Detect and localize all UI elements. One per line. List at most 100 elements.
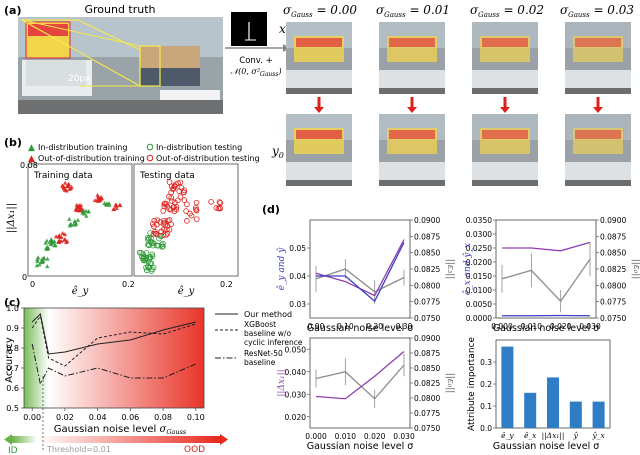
tr-y2label: ||ε₀|| — [631, 259, 640, 280]
svg-text:σGauss = 0.00: σGauss = 0.00 — [283, 3, 357, 19]
training-marker — [49, 237, 54, 242]
svg-text:σGauss = 0.03: σGauss = 0.03 — [560, 3, 634, 19]
bl-y2tick-label: 0.0850 — [414, 364, 440, 373]
importance-bar — [547, 377, 559, 428]
bl-y2label: ||ε₀|| — [445, 373, 455, 394]
br-xtick-label: ê_y — [501, 431, 514, 440]
tr-ylabel: ê_x and ŷ_x — [462, 243, 473, 295]
testing-marker — [193, 216, 200, 222]
thumb-road — [472, 180, 538, 186]
tr-xtick-label: 0.000 — [491, 322, 513, 331]
tr-series-line — [501, 258, 591, 303]
testing-marker — [145, 236, 151, 243]
testing-marker — [157, 219, 163, 225]
testing-marker — [215, 205, 222, 212]
thumbnail-y0-0 — [286, 114, 352, 186]
bl-ytick-label: 0.030 — [285, 390, 307, 399]
b-training-title: Training data — [33, 171, 93, 181]
testing-marker — [146, 235, 152, 242]
ground-truth-title: Ground truth — [84, 3, 155, 16]
training-marker — [62, 237, 67, 242]
bl-y2tick-label: 0.0775 — [414, 409, 440, 418]
importance-bar — [524, 392, 537, 428]
training-marker — [45, 264, 50, 269]
training-marker — [73, 222, 78, 227]
training-marker — [45, 256, 50, 261]
panel-label-d: (d) — [262, 203, 280, 216]
br-xtick-label: ŷ_x — [591, 431, 605, 440]
br-ytick-label: 0.2 — [480, 380, 492, 389]
training-marker — [62, 232, 68, 237]
b-xlabel-training: ê_y — [72, 286, 89, 297]
testing-marker — [184, 201, 190, 208]
testing-marker — [188, 212, 195, 219]
thumbnail-y0-3 — [565, 114, 631, 186]
testing-marker — [166, 179, 173, 185]
thumbnail-x-0 — [286, 22, 352, 94]
d-xlabel-top: Gaussian noise level σ — [307, 323, 414, 334]
panel-c-accuracy-chart: 0.5 0.6 0.7 0.8 0.9 1.0 0.00 0.02 0.04 0.06 0.08 0.… — [6, 304, 204, 422]
tr-y2tick-label: 0.0875 — [600, 232, 626, 241]
bl-ytick-label: 0.020 — [285, 413, 307, 422]
testing-marker — [160, 208, 167, 214]
bl-xtick-label: 0.010 — [335, 432, 357, 441]
legend-resnet-2: baseline — [244, 358, 276, 367]
testing-marker — [166, 193, 172, 200]
training-marker — [37, 262, 42, 267]
tl-series-line — [315, 268, 405, 293]
thumb-road — [379, 180, 445, 186]
training-marker — [114, 205, 119, 210]
testing-marker — [164, 230, 171, 237]
training-marker — [60, 231, 65, 236]
training-marker — [95, 192, 100, 197]
thumbnail-y0-2 — [472, 114, 538, 186]
training-marker — [78, 208, 83, 213]
testing-marker — [140, 251, 146, 257]
testing-marker — [173, 181, 179, 187]
tl-ylabel: ê_y and ŷ — [276, 247, 287, 291]
tl-frame — [309, 219, 411, 319]
c-series-line — [31, 313, 196, 355]
conv-label: Conv. + — [239, 56, 272, 66]
br-xtick-label: ŷ — [573, 431, 579, 440]
tl-y2tick-label: 0.0750 — [414, 314, 440, 323]
thumb-sign-text — [575, 130, 621, 139]
red-arrow-head — [407, 107, 417, 113]
testing-marker — [193, 207, 200, 214]
id-ood-bar — [12, 436, 220, 443]
thumbnail-grid — [286, 22, 631, 186]
br-xtick-label: ê_x — [524, 431, 537, 440]
testing-marker — [152, 230, 159, 237]
testing-marker — [145, 263, 151, 269]
br-xtick-label: ||Δx₁|| — [542, 431, 565, 440]
b-xtick-02-test: 0.2 — [220, 280, 233, 289]
c-ytick-label: 1.0 — [6, 304, 19, 313]
tr-xtick-label: 0.020 — [550, 322, 572, 331]
panel-c-legend: Our method XGBoost baseline w/o cyclic i… — [215, 310, 303, 367]
testing-marker — [149, 251, 156, 258]
testing-marker — [171, 204, 177, 210]
bl-xtick-label: 0.030 — [393, 432, 415, 441]
tl-series-line — [316, 242, 405, 303]
testing-marker — [163, 201, 170, 207]
tl-ytick-label: 0.04 — [289, 272, 306, 281]
testing-marker — [150, 264, 157, 271]
c-frame — [23, 307, 205, 409]
bl-ytick-label: 0.050 — [285, 345, 307, 354]
legend-xgboost-2: baseline w/o — [244, 329, 291, 338]
bl-y2tick-label: 0.0750 — [414, 424, 440, 433]
ood-arrow — [220, 434, 228, 445]
b-testing-frame — [133, 163, 239, 277]
tl-y2tick-label: 0.0825 — [414, 265, 440, 274]
bl-ytick-label: 0.040 — [285, 368, 307, 377]
training-marker — [40, 259, 45, 264]
testing-marker — [161, 226, 167, 232]
c-xtick-label: 0.00 — [23, 413, 41, 422]
training-marker — [86, 209, 91, 214]
c-ytick-label: 0.6 — [6, 384, 19, 393]
b-ytick-zero: 0 — [22, 273, 27, 282]
thumb-road — [472, 88, 538, 94]
tr-ytick-label: 0.0200 — [466, 258, 492, 267]
b-xlabel-testing: ê_y — [178, 286, 195, 297]
training-marker — [74, 206, 79, 211]
